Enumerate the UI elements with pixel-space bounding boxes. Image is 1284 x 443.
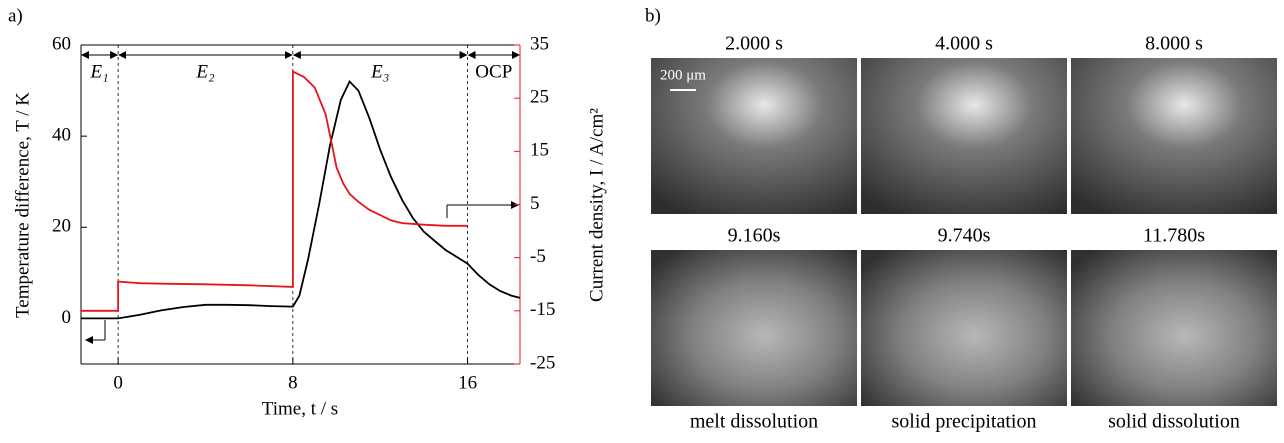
- phase-label: OCP: [475, 61, 512, 82]
- time-label: 2.000 s: [725, 33, 783, 55]
- y-tick-label: 60: [52, 33, 71, 54]
- y-tick-label: 40: [52, 125, 71, 146]
- phase-label: E₃: [370, 61, 389, 82]
- y2-tick-label: 15: [530, 140, 549, 161]
- data-line: [81, 70, 468, 312]
- y-axis-label: Temperature difference, T / K: [12, 92, 33, 318]
- caption: melt dissolution: [690, 411, 818, 433]
- data-line: [81, 79, 521, 320]
- y2-tick-label: -15: [530, 299, 555, 320]
- x-tick-label: 16: [458, 372, 477, 393]
- x-axis-label: Time, t / s: [262, 398, 338, 419]
- y-tick-label: 20: [52, 216, 71, 237]
- time-label: 11.780s: [1143, 225, 1205, 247]
- y-tick-label: 0: [62, 307, 72, 328]
- time-label: 4.000 s: [935, 33, 993, 55]
- micrograph: [861, 58, 1067, 214]
- image-panel: b) 2.000 s 4.000 s 8.000 s 9.160s 9.740s 11.7…: [645, 5, 1277, 433]
- y2-tick-label: -5: [530, 246, 546, 267]
- y2-tick-label: 25: [530, 87, 549, 108]
- phase-label: E₂: [195, 61, 215, 82]
- micrograph: [861, 250, 1067, 406]
- panel-label: b): [645, 5, 661, 26]
- micrograph: [651, 58, 857, 214]
- caption: solid dissolution: [1108, 411, 1240, 433]
- y2-tick-label: -25: [530, 352, 555, 373]
- chart: a) Time, t / s Temperature difference, T…: [8, 5, 607, 419]
- micrograph: [1071, 58, 1277, 214]
- x-tick-label: 8: [288, 372, 298, 393]
- panel-label: a): [8, 5, 23, 26]
- time-label: 9.160s: [728, 225, 781, 247]
- time-label: 9.740s: [938, 225, 991, 247]
- micrograph: [1071, 250, 1277, 406]
- scale-bar-label: 200 μm: [660, 67, 706, 83]
- micrograph: [651, 250, 857, 406]
- time-label: 8.000 s: [1145, 33, 1203, 55]
- caption: solid precipitation: [892, 411, 1037, 433]
- y2-axis-label: Current density, I / A/cm²: [586, 108, 607, 302]
- y2-tick-label: 5: [530, 193, 540, 214]
- x-tick-label: 0: [113, 372, 123, 393]
- phase-label: E₁: [89, 61, 108, 82]
- y2-tick-label: 35: [530, 33, 549, 54]
